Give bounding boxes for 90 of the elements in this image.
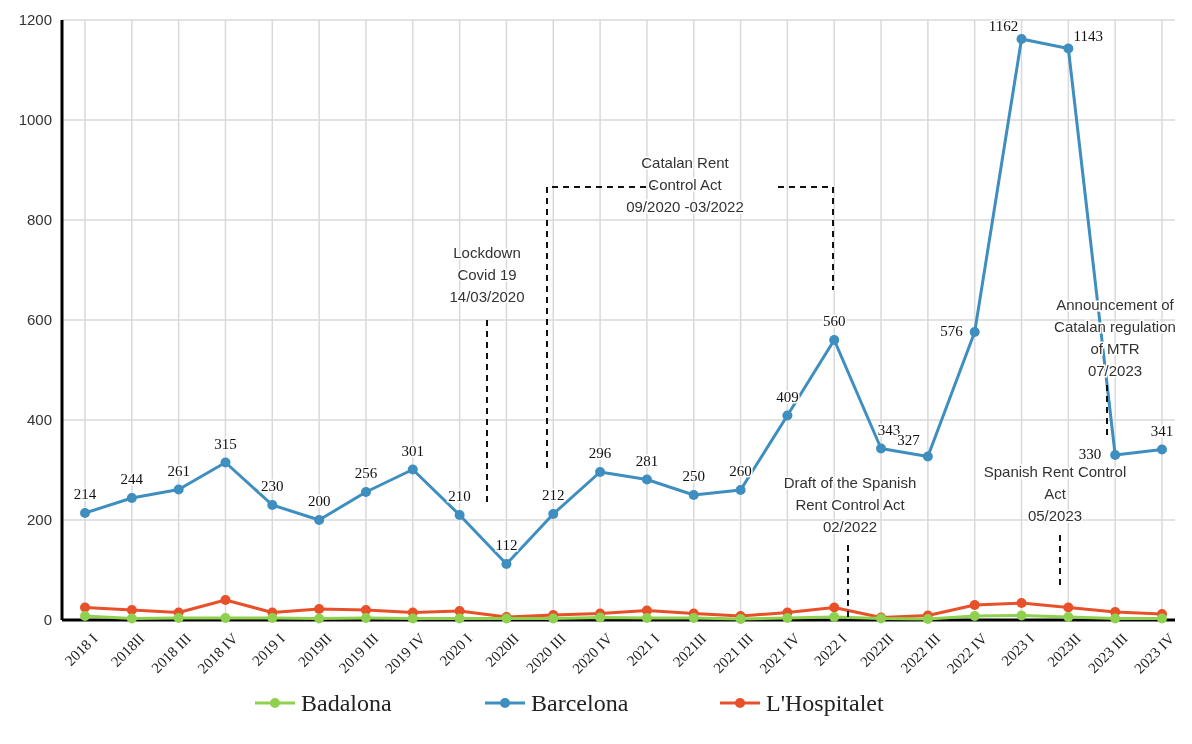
- point: [314, 613, 325, 624]
- y-tick-label: 200: [26, 511, 52, 529]
- y-tick-label: 1200: [18, 11, 52, 29]
- data-label: 301: [401, 442, 425, 459]
- point: [173, 613, 184, 623]
- annotation: Draft of the Spanish Rent Control Act 02/2022: [783, 474, 917, 535]
- data-label: 210: [448, 488, 471, 504]
- point: [1110, 450, 1121, 460]
- point: [407, 464, 418, 475]
- point: [1016, 598, 1027, 608]
- point: [501, 559, 512, 569]
- x-tick-label: 2021 III: [710, 630, 757, 677]
- point: [735, 485, 746, 495]
- data-label: 212: [542, 487, 565, 503]
- y-tick-label: 1000: [18, 111, 52, 129]
- annotation: Spanish Rent Control Act 05/2023: [983, 463, 1127, 524]
- data-label: 260: [729, 463, 752, 479]
- x-tick-label: 2021 I: [623, 630, 663, 669]
- point: [688, 490, 699, 500]
- data-label: 281: [635, 452, 659, 469]
- point: [922, 451, 933, 462]
- point: [80, 611, 90, 621]
- point: [1110, 613, 1121, 624]
- point: [267, 613, 278, 623]
- point: [548, 509, 559, 519]
- data-label: 1162: [988, 18, 1019, 34]
- point: [1063, 43, 1074, 54]
- point: [829, 335, 840, 345]
- legend-label: L'Hospitalet: [766, 690, 884, 717]
- point: [1157, 613, 1167, 624]
- data-label: 560: [822, 313, 846, 329]
- point: [454, 613, 465, 624]
- point: [969, 327, 980, 337]
- data-label: 315: [214, 435, 237, 452]
- point: [1063, 612, 1074, 622]
- data-label: 230: [261, 478, 284, 494]
- data-label: 576: [940, 323, 964, 339]
- data-label: 296: [588, 445, 612, 461]
- point: [407, 613, 418, 624]
- point: [922, 614, 933, 624]
- point: [641, 474, 652, 485]
- point: [360, 487, 371, 497]
- point: [688, 613, 699, 623]
- data-label: 200: [307, 493, 331, 509]
- point: [641, 613, 652, 623]
- y-tick-label: 800: [26, 211, 52, 229]
- point: [548, 613, 559, 624]
- data-label: 250: [682, 468, 705, 484]
- point: [595, 612, 606, 623]
- data-label: 112: [495, 537, 518, 553]
- point: [969, 611, 980, 621]
- point: [126, 613, 137, 624]
- point: [454, 510, 465, 520]
- point: [1016, 610, 1027, 621]
- point: [876, 443, 887, 454]
- y-tick-label: 0: [43, 611, 52, 629]
- point: [126, 493, 137, 503]
- point: [173, 484, 184, 495]
- point: [267, 500, 278, 510]
- point: [220, 613, 231, 623]
- point: [1063, 602, 1074, 613]
- legend-label: Badalona: [301, 690, 392, 717]
- point: [126, 605, 137, 615]
- point: [782, 613, 793, 623]
- point: [314, 515, 325, 525]
- point: [220, 595, 231, 605]
- point: [314, 604, 325, 614]
- data-label: 409: [776, 388, 799, 405]
- point: [595, 467, 606, 477]
- data-label: 330: [1078, 446, 1102, 462]
- data-label: 244: [120, 471, 144, 487]
- data-label: 261: [167, 462, 190, 479]
- point: [829, 602, 840, 613]
- annotation: Lockdown Covid 19 14/03/2020: [449, 244, 525, 305]
- y-tick-label: 600: [26, 311, 52, 329]
- data-label: 214: [73, 486, 97, 502]
- data-label: 256: [354, 465, 378, 481]
- point: [1016, 34, 1027, 44]
- data-label: 1143: [1073, 27, 1104, 44]
- point: [360, 613, 371, 623]
- point: [782, 410, 793, 421]
- point: [829, 612, 840, 622]
- point: [80, 508, 90, 518]
- point: [969, 600, 980, 610]
- y-tick-label: 400: [26, 411, 52, 429]
- point: [220, 457, 231, 468]
- legend-label: Barcelona: [531, 690, 629, 717]
- annotation: Catalan Rent Control Act 09/2020 -03/2022: [626, 154, 744, 215]
- point: [1157, 444, 1167, 455]
- data-label: 341: [1150, 422, 1174, 439]
